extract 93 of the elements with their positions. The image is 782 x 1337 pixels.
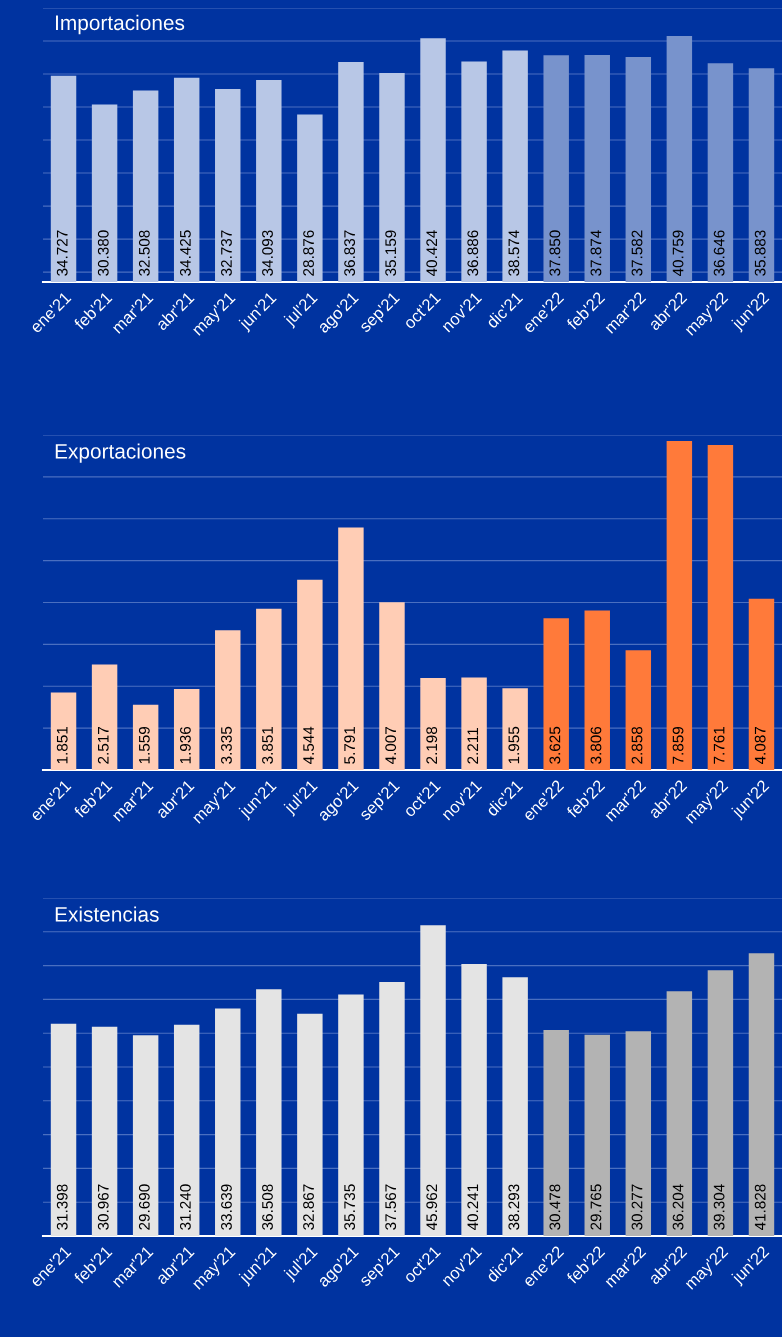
bar (256, 989, 282, 1236)
bar (707, 970, 734, 1236)
data-label: 36.886 (467, 230, 479, 276)
bar (461, 963, 487, 1236)
data-label: 37.874 (590, 230, 602, 276)
data-label: 31.398 (56, 1184, 68, 1230)
chart-title: Existencias (55, 906, 159, 922)
bar (543, 618, 569, 770)
chart-title: Exportaciones (55, 443, 186, 463)
data-label: 2.198 (426, 726, 438, 764)
data-label: 32.737 (221, 230, 232, 276)
data-label: 31.240 (179, 1184, 191, 1230)
data-label: 2.517 (97, 726, 109, 764)
data-label: 38.293 (508, 1184, 520, 1230)
data-label: 45.962 (426, 1184, 438, 1231)
bar (420, 925, 446, 1236)
data-label: 1.936 (179, 726, 191, 764)
data-label: 36.837 (344, 230, 356, 276)
data-label: 38.574 (508, 230, 520, 276)
data-label: 40.241 (467, 1184, 479, 1231)
data-label: 30.967 (97, 1184, 109, 1230)
data-label: 37.850 (549, 230, 561, 276)
bar (707, 445, 734, 770)
data-label: 35.159 (385, 230, 397, 276)
bar (132, 1035, 159, 1236)
data-label: 3.851 (262, 726, 273, 764)
data-label: 30.478 (549, 1184, 561, 1230)
bar (132, 704, 159, 770)
bar (379, 982, 405, 1236)
bar (297, 579, 323, 770)
bar (50, 692, 77, 770)
data-label: 3.806 (590, 726, 602, 764)
data-label: 35.883 (754, 230, 766, 276)
bar (338, 994, 364, 1236)
data-label: 34.093 (262, 230, 273, 276)
bar (625, 1031, 652, 1236)
data-label: 40.759 (672, 230, 684, 277)
bar (91, 664, 118, 770)
bar (584, 610, 610, 770)
data-label: 36.646 (713, 230, 725, 276)
data-label: 30.277 (631, 1184, 643, 1230)
data-label: 2.211 (467, 728, 479, 764)
data-label: 30.380 (97, 230, 109, 276)
bar (666, 440, 693, 770)
data-label: 34.425 (179, 230, 191, 276)
data-label: 36.508 (262, 1184, 273, 1230)
bar (338, 527, 364, 770)
bar (215, 1008, 241, 1236)
bar (584, 1034, 610, 1236)
data-label: 29.765 (590, 1184, 602, 1230)
bar (379, 602, 405, 770)
bar (543, 1029, 569, 1236)
data-label: 7.761 (713, 726, 725, 764)
data-label: 28.876 (303, 230, 314, 276)
data-label: 32.867 (303, 1184, 314, 1230)
data-label: 3.335 (221, 726, 232, 764)
data-label: 34.727 (56, 230, 68, 276)
bar (256, 608, 282, 770)
bar (91, 1026, 118, 1236)
data-label: 2.858 (631, 726, 643, 764)
data-label: 40.424 (426, 230, 438, 277)
bar (748, 953, 775, 1236)
bar (173, 1024, 200, 1236)
data-label: 41.828 (754, 1184, 766, 1231)
bar (625, 650, 652, 770)
data-label: 35.735 (344, 1184, 356, 1230)
data-label: 1.559 (138, 726, 150, 764)
data-label: 29.690 (138, 1184, 150, 1230)
data-label: 4.544 (303, 726, 314, 765)
data-label: 3.625 (549, 726, 561, 764)
data-label: 4.087 (754, 726, 766, 765)
bar (666, 991, 693, 1236)
data-label: 4.007 (385, 726, 397, 765)
bar (173, 688, 200, 770)
data-label: 36.204 (672, 1184, 684, 1230)
bar (50, 1023, 77, 1236)
data-label: 1.955 (508, 726, 520, 764)
data-label: 37.567 (385, 1184, 397, 1230)
bar (502, 688, 528, 770)
bar (420, 677, 446, 770)
bar (502, 977, 528, 1236)
data-label: 5.791 (344, 726, 356, 764)
bar (461, 677, 487, 770)
bar (215, 630, 241, 770)
data-label: 1.851 (56, 726, 68, 764)
bar (297, 1013, 323, 1236)
data-label: 39.304 (713, 1184, 725, 1230)
chart-title: Importaciones (56, 14, 185, 35)
data-label: 7.859 (672, 726, 684, 764)
data-label: 33.639 (221, 1184, 232, 1230)
data-label: 37.582 (631, 230, 643, 276)
bar (748, 598, 775, 770)
data-label: 32.508 (138, 230, 150, 276)
